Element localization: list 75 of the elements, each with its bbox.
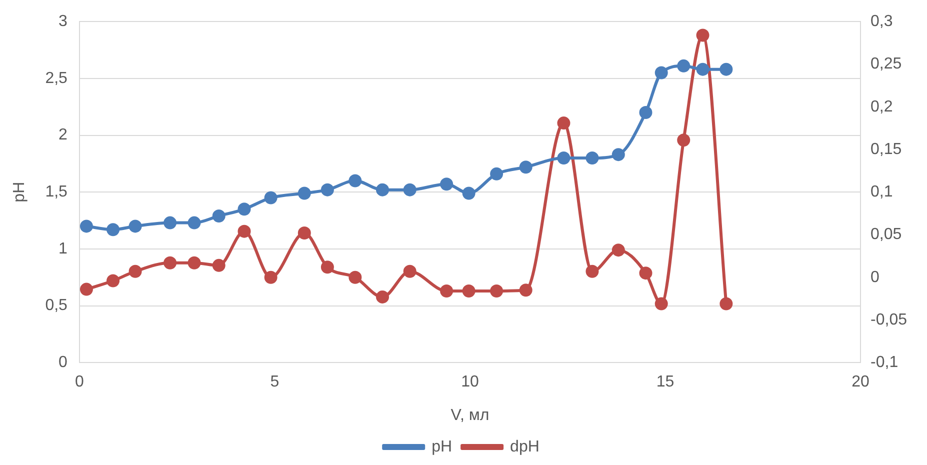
point — [462, 284, 476, 298]
point — [106, 274, 120, 288]
point — [677, 59, 690, 72]
point — [320, 260, 334, 274]
point — [557, 152, 570, 164]
point — [298, 226, 311, 240]
point — [720, 62, 733, 76]
point — [264, 270, 278, 284]
point — [264, 191, 278, 204]
point — [238, 224, 251, 238]
y-tick-label: 2 — [58, 126, 68, 144]
y-tick-label: 0,5 — [45, 297, 68, 314]
y-tick-label: 2,5 — [45, 70, 68, 87]
point — [128, 264, 142, 278]
point — [320, 183, 334, 196]
point — [720, 297, 733, 310]
point — [80, 220, 93, 233]
y2-tick-label: 0 — [870, 268, 880, 286]
y2-tick-label: 0,25 — [870, 56, 902, 73]
point — [612, 244, 625, 257]
y2-tick-label: 0,3 — [870, 13, 893, 30]
x-tick-label: 0 — [74, 374, 84, 391]
x-tick-label: 20 — [852, 374, 870, 391]
point — [519, 284, 532, 297]
point — [164, 216, 177, 230]
point — [519, 160, 532, 174]
x-tick-label: 5 — [270, 374, 280, 391]
y2-tick-label: 0,15 — [870, 140, 902, 158]
point — [298, 186, 311, 200]
y-tick-label: 1 — [58, 240, 68, 258]
point — [696, 62, 710, 76]
legend-label: dpH — [510, 438, 540, 456]
y-tick-label: 1,5 — [45, 184, 68, 201]
point — [376, 290, 390, 304]
point — [677, 134, 690, 147]
point — [490, 167, 504, 180]
point — [639, 266, 652, 280]
point — [654, 297, 668, 310]
point — [212, 209, 226, 222]
point — [612, 148, 625, 162]
point — [164, 256, 177, 270]
y-tick-label: 3 — [58, 13, 68, 30]
point — [212, 258, 226, 272]
point — [80, 282, 93, 296]
point — [348, 174, 362, 188]
y2-tick-label: 0,1 — [870, 184, 893, 201]
legend-label: pH — [432, 438, 452, 456]
point — [188, 256, 201, 270]
x-tick-label: 10 — [461, 374, 479, 391]
point — [106, 223, 120, 236]
y-tick-label: 0 — [58, 354, 68, 372]
point — [586, 264, 599, 278]
y2-tick-label: 0,05 — [870, 226, 902, 244]
point — [696, 28, 710, 42]
y-axis-title: pH — [11, 182, 28, 202]
point — [639, 106, 652, 120]
point — [188, 216, 201, 230]
x-axis-title: V, мл — [450, 406, 490, 424]
point — [490, 284, 504, 298]
point — [462, 186, 476, 200]
point — [440, 284, 454, 298]
point — [440, 178, 454, 191]
point — [376, 183, 390, 196]
point — [128, 220, 142, 233]
y2-tick-label: 0,2 — [870, 98, 893, 116]
point — [403, 183, 416, 196]
y2-tick-label: -0,1 — [870, 354, 898, 372]
point — [586, 152, 599, 164]
point — [238, 202, 251, 216]
y2-tick-label: -0,05 — [870, 311, 908, 328]
point — [403, 264, 416, 278]
point — [348, 270, 362, 284]
x-tick-label: 15 — [656, 374, 674, 391]
point — [557, 116, 570, 130]
point — [654, 66, 668, 80]
